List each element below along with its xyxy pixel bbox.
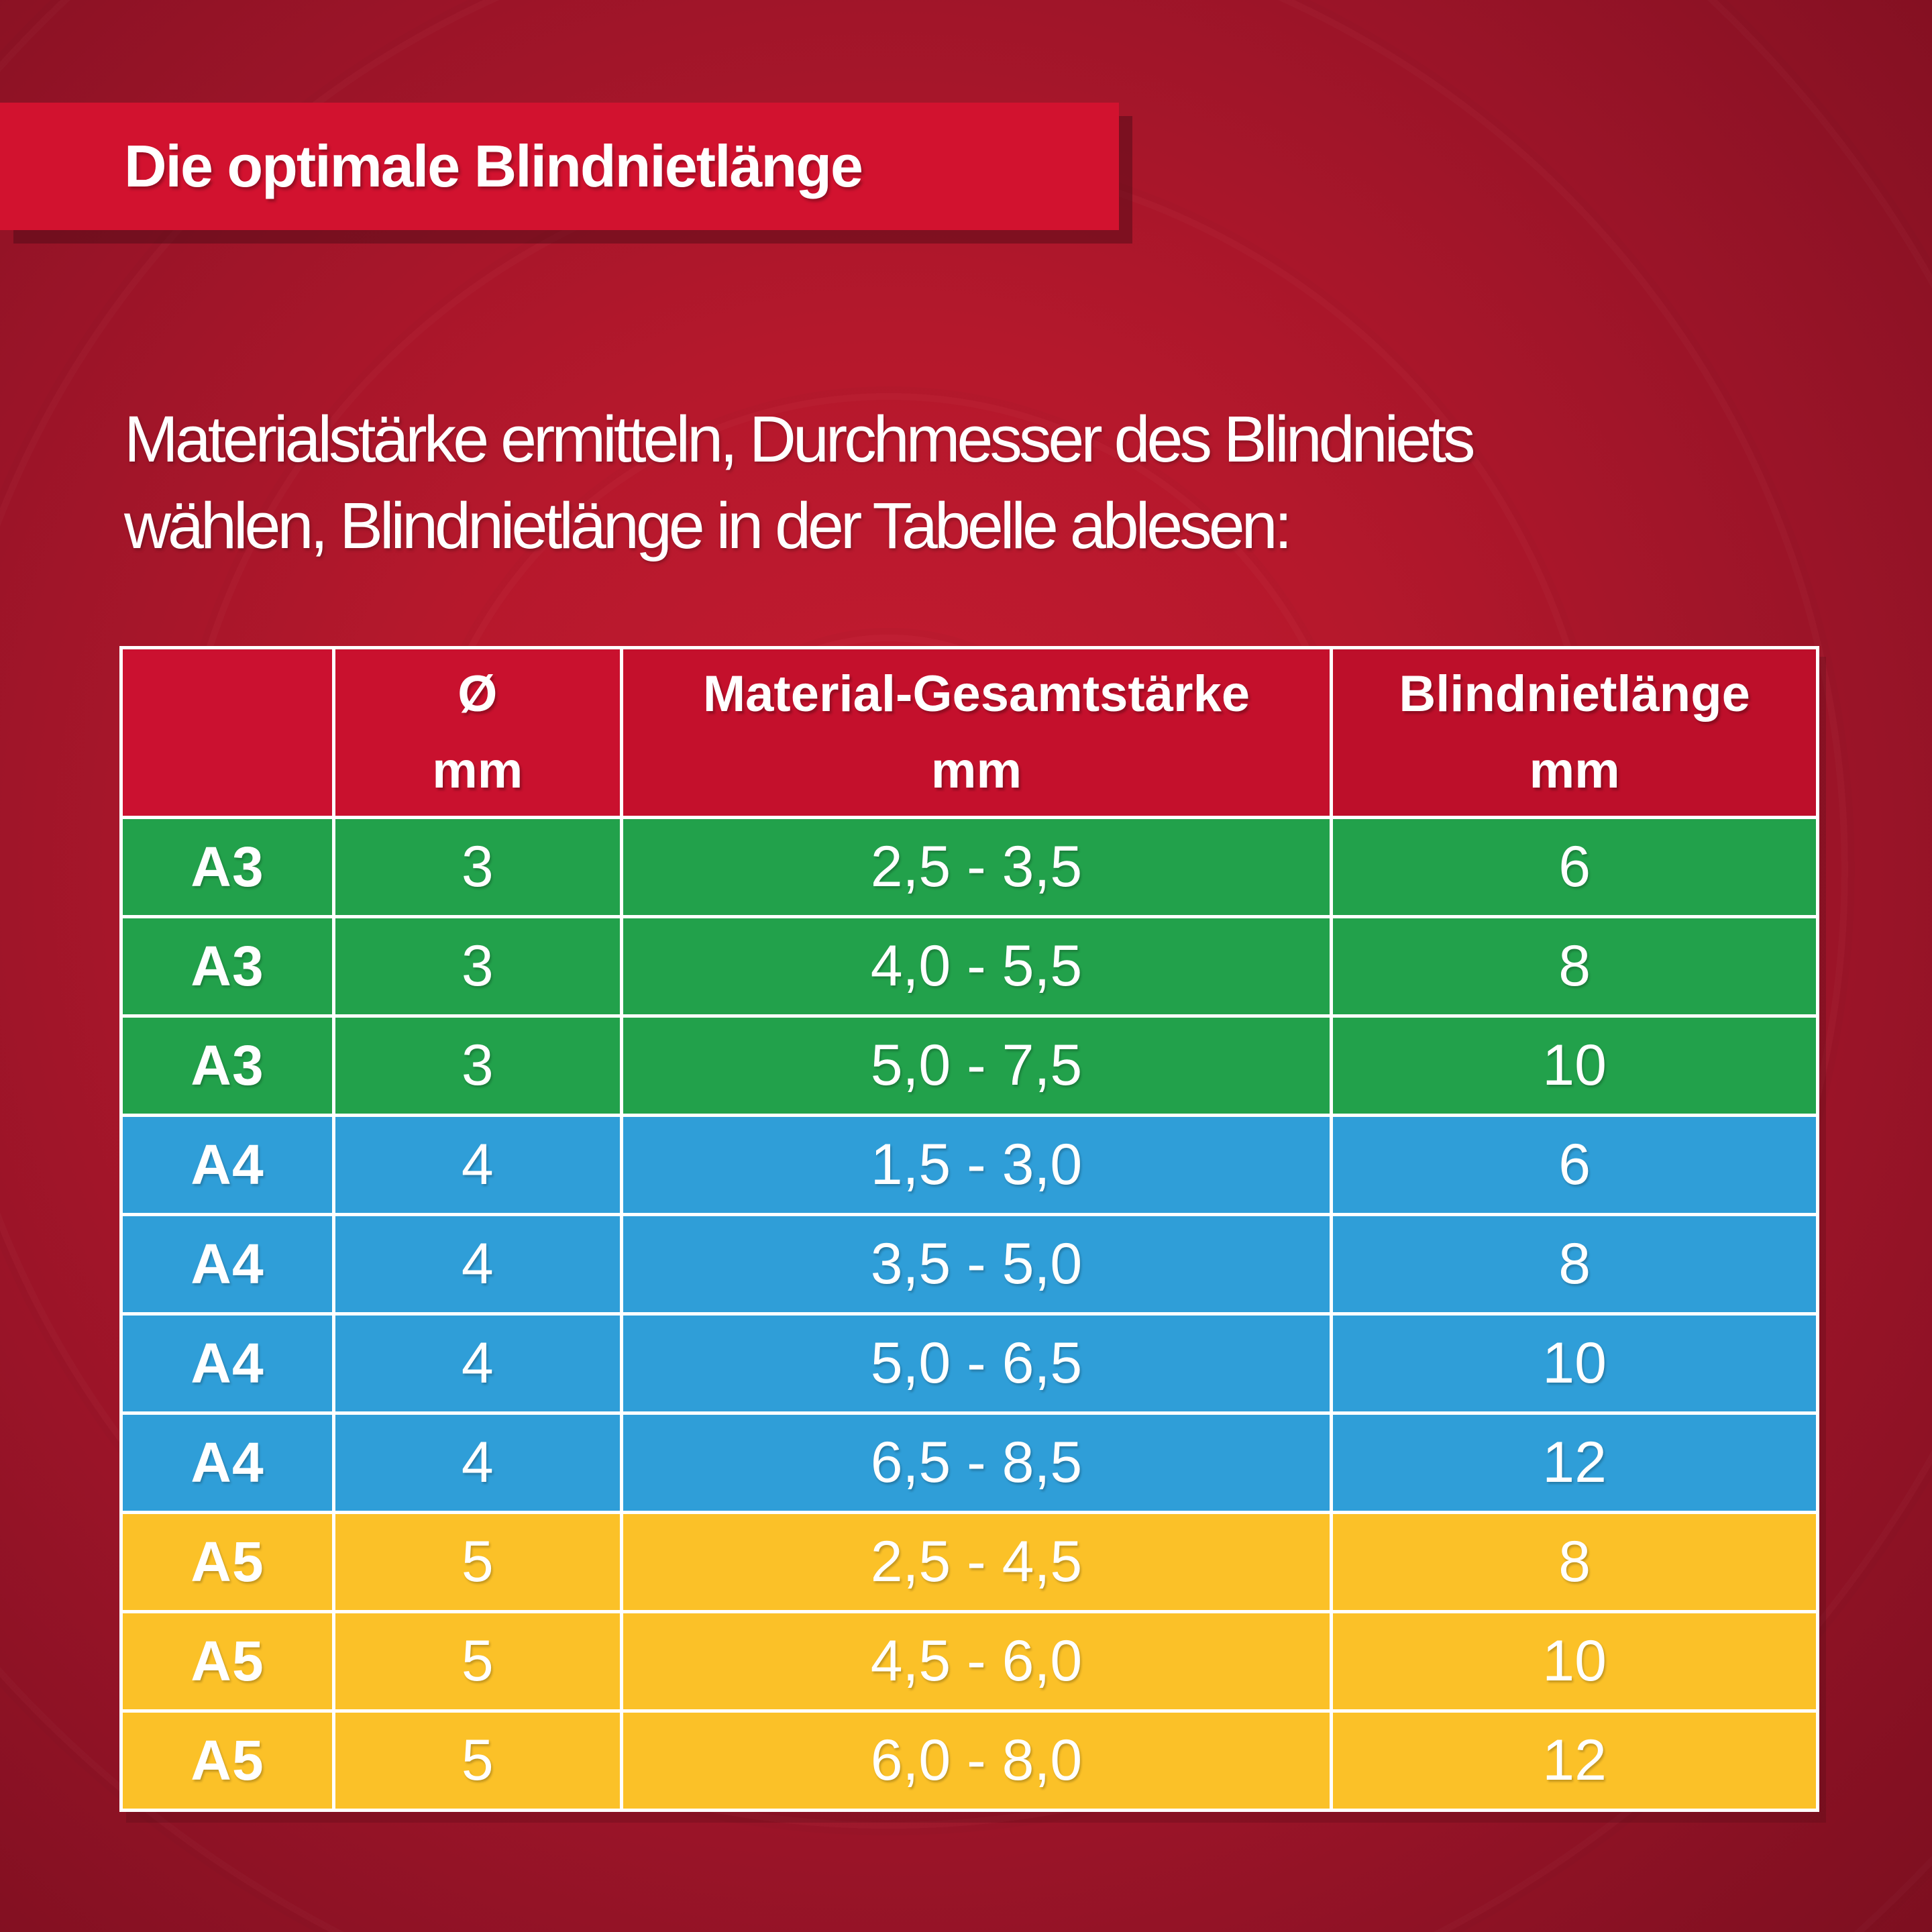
row-group-cell: A5 <box>123 1514 332 1610</box>
rivet-length-cell: 6 <box>1333 1117 1816 1213</box>
rivet-length-cell: 10 <box>1333 1018 1816 1114</box>
intro-line-1: Materialstärke ermitteln, Durchmesser de… <box>124 402 1476 476</box>
row-group-cell: A4 <box>123 1415 332 1511</box>
table-row: A3 3 4,0 - 5,5 8 <box>123 918 1816 1014</box>
material-thickness-cell: 4,0 - 5,5 <box>623 918 1330 1014</box>
rivet-length-cell: 10 <box>1333 1613 1816 1709</box>
header-cell-empty <box>123 649 332 816</box>
intro-line-2: wählen, Blindnietlänge in der Tabelle ab… <box>124 489 1293 562</box>
table-row: A3 3 5,0 - 7,5 10 <box>123 1018 1816 1114</box>
header-cell-material-thickness: Material-Gesamtstärke mm <box>623 649 1330 816</box>
diameter-cell: 4 <box>335 1117 620 1213</box>
header-unit: mm <box>930 742 1022 799</box>
table-row: A5 5 6,0 - 8,0 12 <box>123 1713 1816 1809</box>
rivet-length-cell: 8 <box>1333 918 1816 1014</box>
row-group-cell: A4 <box>123 1216 332 1312</box>
header-title: Material-Gesamtstärke <box>702 665 1250 722</box>
table-row: A4 4 1,5 - 3,0 6 <box>123 1117 1816 1213</box>
header-unit: mm <box>1529 742 1620 799</box>
table-row: A5 5 2,5 - 4,5 8 <box>123 1514 1816 1610</box>
rivet-length-cell: 8 <box>1333 1514 1816 1610</box>
material-thickness-cell: 6,5 - 8,5 <box>623 1415 1330 1511</box>
material-thickness-cell: 5,0 - 6,5 <box>623 1316 1330 1411</box>
table-row: A4 4 5,0 - 6,5 10 <box>123 1316 1816 1411</box>
row-group-cell: A5 <box>123 1713 332 1809</box>
material-thickness-cell: 2,5 - 4,5 <box>623 1514 1330 1610</box>
row-group-cell: A3 <box>123 1018 332 1114</box>
diameter-cell: 5 <box>335 1713 620 1809</box>
rivet-length-cell: 8 <box>1333 1216 1816 1312</box>
table-row: A3 3 2,5 - 3,5 6 <box>123 819 1816 915</box>
header-cell-diameter: Ø mm <box>335 649 620 816</box>
header-title: Blindnietlänge <box>1399 665 1750 722</box>
row-group-cell: A3 <box>123 819 332 915</box>
diameter-cell: 3 <box>335 918 620 1014</box>
page-title: Die optimale Blindnietlänge <box>124 133 863 199</box>
header-unit: mm <box>432 742 523 799</box>
material-thickness-cell: 3,5 - 5,0 <box>623 1216 1330 1312</box>
rivet-length-cell: 12 <box>1333 1713 1816 1809</box>
row-group-cell: A4 <box>123 1316 332 1411</box>
diameter-cell: 3 <box>335 819 620 915</box>
row-group-cell: A4 <box>123 1117 332 1213</box>
row-group-cell: A3 <box>123 918 332 1014</box>
diameter-cell: 4 <box>335 1216 620 1312</box>
table-row: A5 5 4,5 - 6,0 10 <box>123 1613 1816 1709</box>
material-thickness-cell: 6,0 - 8,0 <box>623 1713 1330 1809</box>
table-header-row: Ø mm Material-Gesamtstärke mm Blindnietl… <box>123 649 1816 816</box>
rivet-length-table: Ø mm Material-Gesamtstärke mm Blindnietl… <box>119 646 1819 1812</box>
diameter-cell: 3 <box>335 1018 620 1114</box>
rivet-length-cell: 12 <box>1333 1415 1816 1511</box>
header-title: Ø <box>458 665 498 722</box>
row-group-cell: A5 <box>123 1613 332 1709</box>
title-banner: Die optimale Blindnietlänge <box>0 103 1119 230</box>
material-thickness-cell: 2,5 - 3,5 <box>623 819 1330 915</box>
intro-text: Materialstärke ermitteln, Durchmesser de… <box>124 396 1476 569</box>
table-row: A4 4 6,5 - 8,5 12 <box>123 1415 1816 1511</box>
diameter-cell: 4 <box>335 1316 620 1411</box>
diameter-cell: 5 <box>335 1613 620 1709</box>
rivet-length-cell: 6 <box>1333 819 1816 915</box>
diameter-cell: 5 <box>335 1514 620 1610</box>
header-cell-rivet-length: Blindnietlänge mm <box>1333 649 1816 816</box>
diameter-cell: 4 <box>335 1415 620 1511</box>
table-row: A4 4 3,5 - 5,0 8 <box>123 1216 1816 1312</box>
material-thickness-cell: 4,5 - 6,0 <box>623 1613 1330 1709</box>
rivet-length-cell: 10 <box>1333 1316 1816 1411</box>
material-thickness-cell: 1,5 - 3,0 <box>623 1117 1330 1213</box>
material-thickness-cell: 5,0 - 7,5 <box>623 1018 1330 1114</box>
